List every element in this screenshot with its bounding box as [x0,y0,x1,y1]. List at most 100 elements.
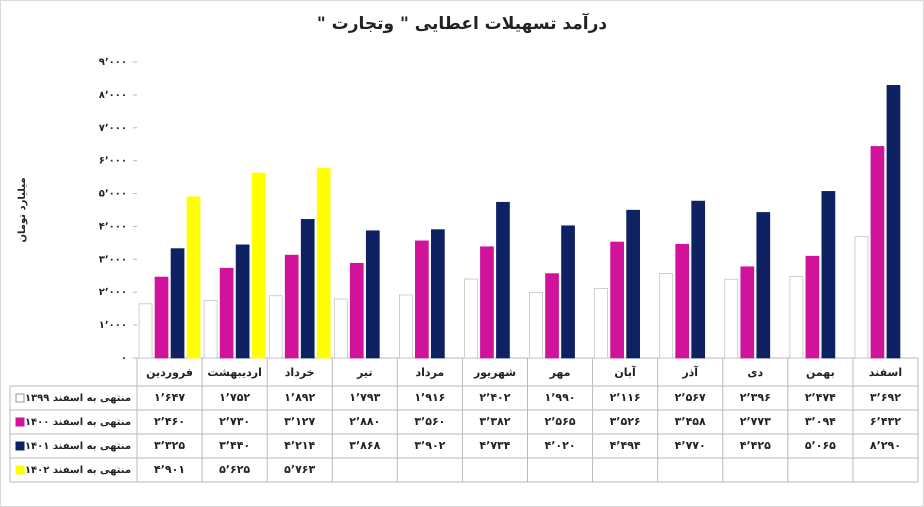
value-label: ۴٬۴۹۴ [610,439,641,452]
value-label: ۲٬۳۹۶ [740,391,771,404]
value-label: ۳٬۶۹۲ [870,391,901,404]
bar [659,273,674,359]
bar [219,267,234,359]
value-label: ۴٬۹۰۱ [154,463,185,476]
y-tick-label: ۶٬۰۰۰ [99,156,127,167]
bar [186,196,201,359]
value-label: ۲٬۴۰۲ [479,391,510,404]
legend-swatch [15,441,25,451]
y-tick-label: ۴٬۰۰۰ [99,221,127,232]
bar [203,300,218,359]
value-label: ۳٬۰۹۴ [805,415,836,428]
value-label: ۵٬۶۲۵ [219,463,250,476]
y-axis-label: میلیارد تومان [17,177,28,242]
x-tick-label: آذر [681,365,698,379]
bar [529,292,543,359]
legend-label: منتهی به اسفند ۱۳۹۹ [25,393,131,404]
value-label: ۸٬۲۹۰ [870,439,901,452]
value-label: ۲٬۷۳۰ [219,415,250,428]
y-tick-label: ۲٬۰۰۰ [99,287,127,298]
bar [756,212,771,359]
value-label: ۱٬۸۹۲ [284,391,315,404]
value-label: ۶٬۴۳۲ [870,415,901,428]
x-tick-label: اردیبهشت [207,366,261,379]
value-label: ۵٬۷۶۳ [284,463,315,476]
value-label: ۲٬۷۷۳ [740,415,771,428]
bar [594,288,608,359]
bar [740,266,755,359]
bar [365,230,380,359]
y-tick-label: ۰ [121,353,127,364]
legend-swatch [15,393,25,403]
value-label: ۲٬۱۱۶ [610,391,641,404]
x-tick-label: بهمن [806,366,835,379]
value-label: ۳٬۸۶۸ [349,439,380,452]
bar [789,276,804,359]
x-tick-label: دی [747,366,763,379]
legend-swatch [15,465,25,475]
x-tick-label: مهر [549,366,571,379]
bar [251,172,266,359]
bar [349,262,364,359]
bar [691,200,706,359]
value-label: ۳٬۳۲۵ [154,439,185,452]
value-label: ۳٬۵۲۶ [610,415,641,428]
x-tick-label: تیر [356,366,372,379]
bar [316,168,331,359]
bar [154,276,169,359]
legend-label: منتهی به اسفند ۱۴۰۰ [25,417,131,428]
x-tick-label: فروردین [146,366,193,379]
value-label: ۴٬۲۱۴ [284,439,315,452]
bar [399,294,413,359]
bar [496,201,510,359]
bar [821,191,836,359]
y-tick-label: ۱٬۰۰۰ [99,320,127,331]
bar [284,254,299,359]
y-tick-label: ۳٬۰۰۰ [99,254,127,265]
bar [724,278,739,359]
x-tick-label: خرداد [285,366,315,379]
legend-label: منتهی به اسفند ۱۴۰۲ [25,465,131,476]
bar [805,255,820,359]
value-label: ۴٬۷۷۰ [675,439,706,452]
bar [464,278,478,359]
bar [300,219,315,359]
value-label: ۲٬۵۶۵ [545,415,576,428]
value-label: ۳٬۴۴۰ [219,439,250,452]
x-tick-label: شهریور [473,366,516,379]
y-tick-label: ۹٬۰۰۰ [99,57,127,68]
bar [415,240,429,359]
bar [626,209,640,359]
value-label: ۱٬۷۹۳ [349,391,380,404]
bar [561,225,575,359]
x-tick-label: مرداد [416,366,445,379]
bar [886,85,901,359]
value-label: ۳٬۳۸۲ [479,415,510,428]
bar [545,273,559,359]
value-label: ۲٬۴۶۰ [154,415,185,428]
y-tick-label: ۷٬۰۰۰ [99,123,127,134]
value-label: ۴٬۷۳۴ [479,439,510,452]
bar [333,298,348,359]
value-label: ۱٬۶۴۷ [154,391,185,404]
value-label: ۳٬۵۶۰ [414,415,445,428]
value-label: ۲٬۵۶۷ [675,391,706,404]
value-label: ۲٬۸۸۰ [349,415,380,428]
y-tick-label: ۸٬۰۰۰ [99,90,127,101]
bar [170,248,185,359]
value-label: ۲٬۴۷۴ [805,391,836,404]
bar [870,146,885,359]
x-tick-label: اسفند [869,366,902,379]
value-label: ۳٬۹۰۲ [414,439,445,452]
value-label: ۱٬۹۹۰ [545,391,576,404]
bar [480,246,494,359]
bar [138,303,153,359]
value-label: ۳٬۴۵۸ [675,415,706,428]
bar [675,243,690,359]
x-tick-label: آبان [614,365,636,379]
bar [431,229,445,359]
bar [854,236,869,359]
value-label: ۴٬۴۲۵ [740,439,771,452]
bar [235,244,250,359]
